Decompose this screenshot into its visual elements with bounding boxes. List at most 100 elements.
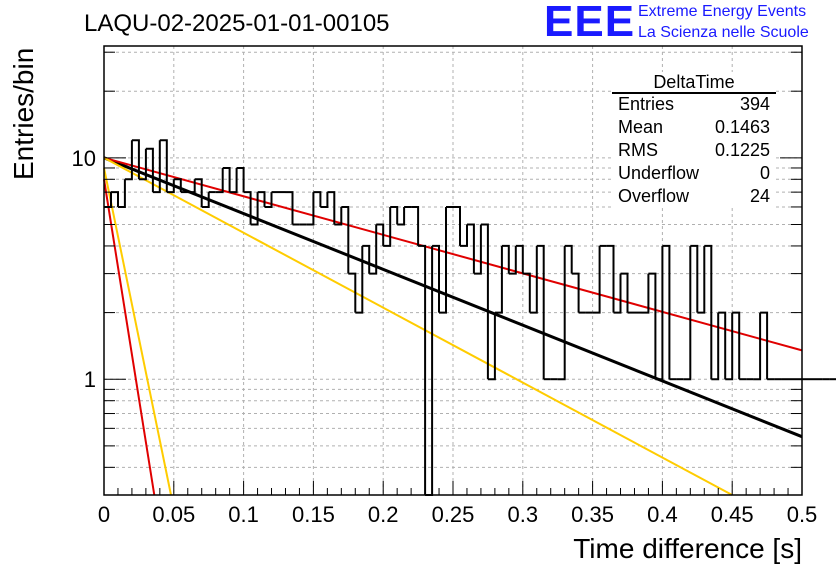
- histogram-bin: [501, 244, 510, 274]
- x-tick-label: 0.25: [432, 502, 475, 527]
- histogram-bin: [620, 272, 629, 313]
- histogram-bin: [480, 223, 489, 380]
- x-tick-label: 0.4: [647, 502, 678, 527]
- histogram-bin: [257, 191, 266, 207]
- histogram-bin: [753, 312, 762, 381]
- histogram-bin: [641, 273, 650, 314]
- x-tick-label: 0.05: [152, 502, 195, 527]
- histogram-bin: [390, 206, 399, 225]
- histogram-bin: [425, 245, 434, 496]
- x-tick-label: 0: [98, 502, 110, 527]
- histogram-bin: [306, 192, 315, 226]
- stat-row-entries: Entries 394: [618, 93, 770, 115]
- fit-curve: [103, 179, 156, 496]
- histogram-bin: [473, 224, 482, 275]
- histogram-bin: [362, 244, 371, 274]
- histogram-bin: [613, 273, 622, 314]
- stats-title: DeltaTime: [653, 72, 735, 92]
- stat-row-mean: Mean 0.1463: [618, 116, 770, 138]
- histogram-bin: [320, 192, 329, 208]
- tick-labels: 0 0.05 0.1 0.15 0.2 0.25 0.3 0.35 0.4 0.45 0.5 1 10: [72, 146, 818, 527]
- histogram-bin: [201, 192, 210, 208]
- fit-curve: [103, 167, 172, 496]
- histogram-bin: [711, 312, 720, 381]
- stat-value: 0.1225: [714, 140, 770, 160]
- histogram-bin: [592, 245, 601, 314]
- stat-value: 0: [759, 163, 770, 183]
- histogram-bin: [285, 191, 294, 225]
- fit-curves: [103, 156, 803, 496]
- stats-title-underline: [612, 92, 776, 94]
- histogram-bin: [432, 244, 440, 313]
- chart-title: LAQU-02-2025-01-01-00105: [84, 10, 390, 37]
- y-tick-label: 1: [84, 367, 96, 392]
- histogram-bin: [229, 168, 238, 194]
- histogram-bin: [222, 167, 231, 193]
- histogram-bin: [557, 245, 566, 381]
- histogram-bin: [194, 178, 203, 207]
- histogram-bin: [376, 223, 385, 246]
- logo-letters: EEE: [544, 0, 636, 46]
- stat-name: Underflow: [618, 163, 700, 183]
- histogram-bin: [250, 192, 259, 226]
- histogram-bin: [397, 207, 406, 226]
- histogram-bin: [355, 245, 364, 314]
- histogram-bin: [334, 207, 343, 226]
- histogram-bin: [327, 191, 336, 225]
- histogram-bin: [341, 206, 350, 274]
- stat-row-underflow: Underflow 0: [618, 162, 770, 184]
- stat-name: RMS: [618, 140, 658, 160]
- histogram-bin: [760, 311, 769, 380]
- histogram-bin: [571, 272, 580, 313]
- x-tick-label: 0.1: [228, 502, 259, 527]
- stat-row-overflow: Overflow 24: [618, 185, 770, 207]
- histogram-bin: [243, 191, 252, 225]
- stat-name: Overflow: [618, 186, 690, 206]
- histogram-bin: [124, 140, 133, 181]
- x-tick-label: 0.2: [368, 502, 399, 527]
- histogram-bin: [732, 311, 741, 380]
- eee-logo: EEE Extreme Energy Events La Scienza nel…: [544, 0, 834, 46]
- x-tick-label: 0.45: [711, 502, 754, 527]
- histogram-bin: [453, 206, 461, 246]
- histogram-bin: [718, 311, 727, 380]
- x-tick-label: 0.5: [787, 502, 818, 527]
- histogram-bin: [515, 244, 524, 274]
- stat-value: 394: [739, 94, 770, 114]
- histogram-bin: [460, 224, 468, 247]
- histogram-bin: [264, 192, 273, 208]
- histogram-bin: [313, 191, 322, 207]
- fit-curve: [103, 156, 733, 496]
- histogram-bin: [494, 245, 503, 314]
- axis-ticks: [103, 51, 803, 496]
- histogram-bin: [159, 139, 168, 193]
- histogram-bin: [725, 312, 734, 381]
- histogram-bin: [690, 244, 699, 313]
- x-tick-label: 0.35: [571, 502, 614, 527]
- histogram-bin: [152, 140, 161, 194]
- logo-tagline-2: La Scienza nelle Scuole: [638, 24, 809, 41]
- histogram-bin: [487, 312, 496, 381]
- y-tick-label: 10: [72, 146, 96, 171]
- histogram-bin: [145, 147, 154, 193]
- stat-value: 24: [749, 186, 770, 206]
- logo-tagline-1: Extreme Energy Events: [638, 3, 807, 20]
- histogram-bin: [529, 245, 538, 314]
- histogram-bin: [369, 224, 378, 275]
- histogram-bin: [508, 245, 517, 275]
- histogram-bin: [536, 244, 545, 380]
- y-axis-label: Entries/bin: [8, 47, 39, 180]
- histogram-bin: [131, 139, 140, 180]
- histogram-bin: [564, 244, 573, 274]
- histogram-bin: [662, 244, 671, 380]
- histogram-bin: [439, 207, 447, 314]
- histogram-bin: [348, 272, 357, 313]
- stat-value: 0.1463: [714, 117, 770, 137]
- histogram-bin: [118, 179, 126, 208]
- stats-box: DeltaTime Entries 394 Mean 0.1463 RMS 0.…: [612, 72, 776, 208]
- histogram-bin: [236, 167, 245, 193]
- histogram-bin: [683, 245, 692, 381]
- x-tick-label: 0.15: [292, 502, 335, 527]
- stat-row-rms: RMS 0.1225: [618, 139, 770, 161]
